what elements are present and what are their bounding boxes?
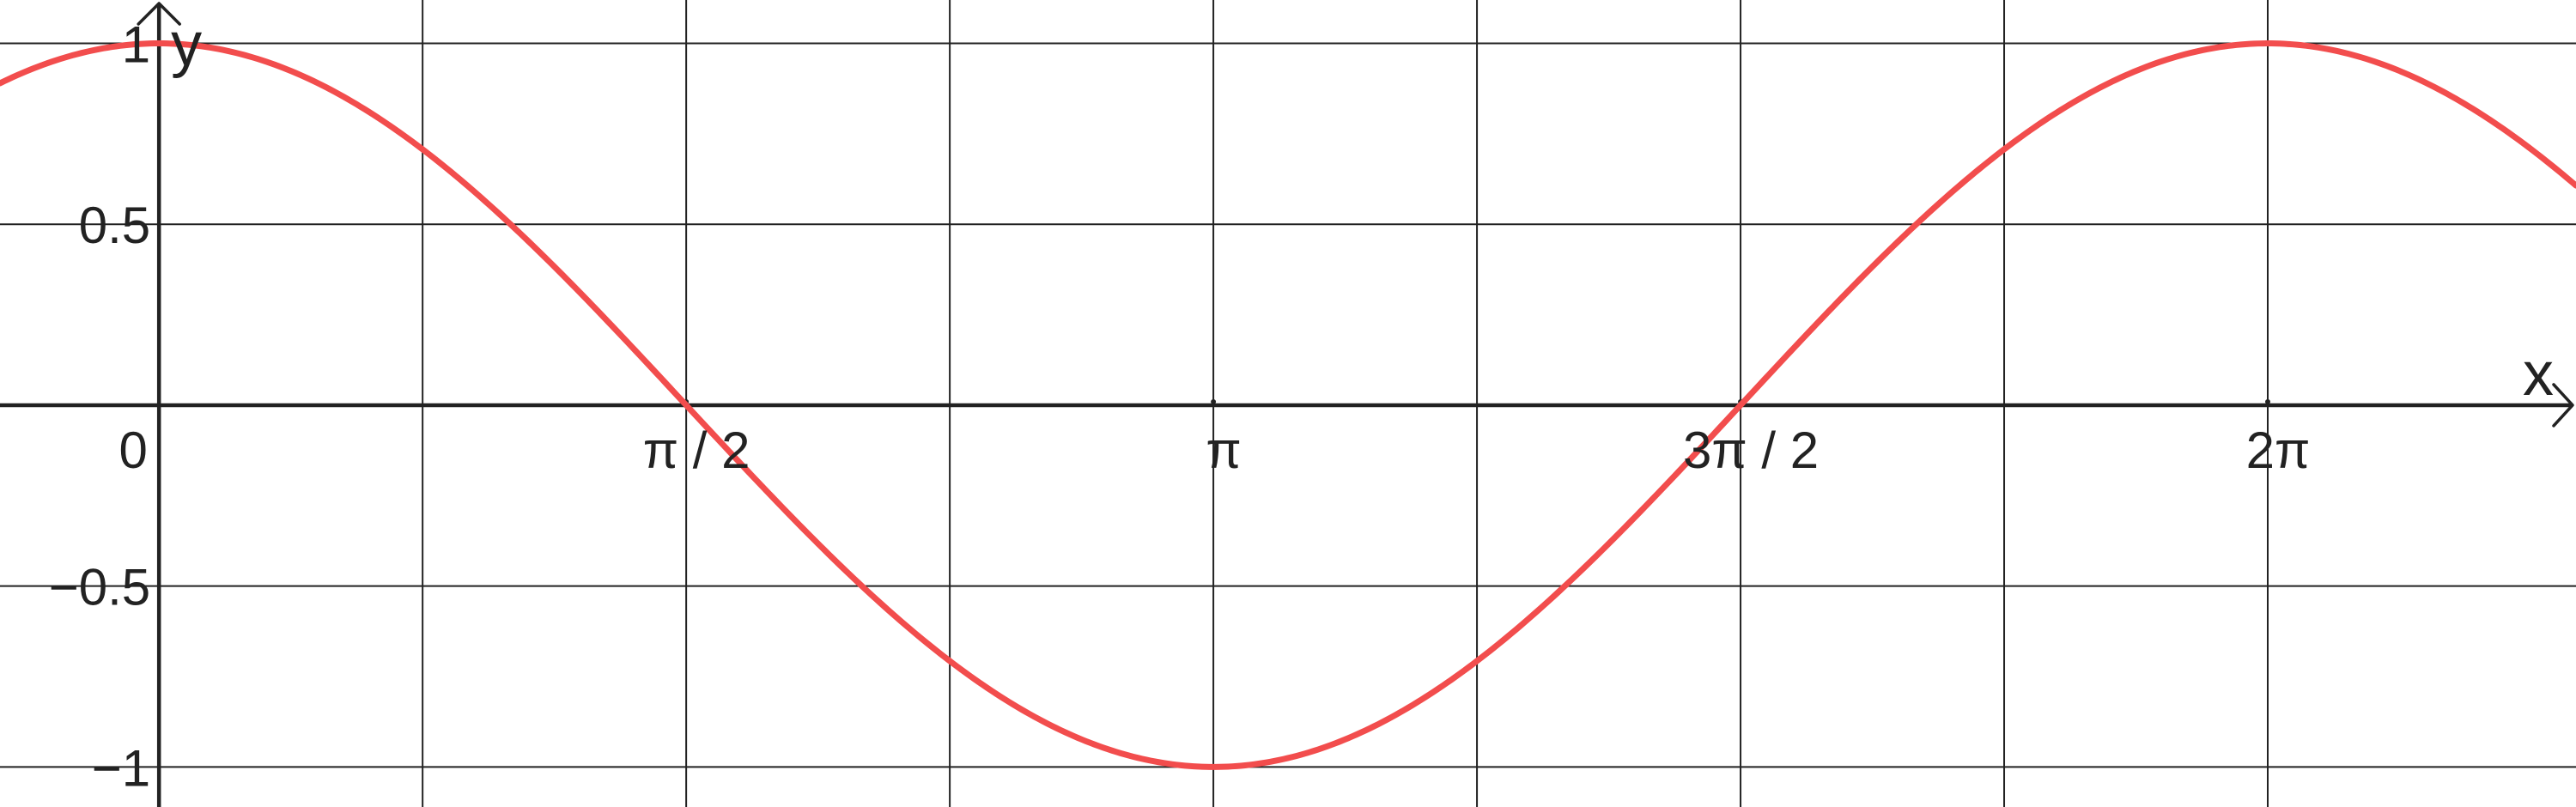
cosine-curve: [0, 40, 2576, 770]
x-tick-mark: [1211, 398, 1217, 404]
x-tick-label: π / 2: [643, 422, 750, 479]
x-axis-label: x: [2523, 340, 2554, 409]
tick-labels: π / 2 π 3π / 2 2π 1 0.5 −0.5 −1 0 x y: [49, 10, 2554, 797]
x-tick-label: π: [1206, 422, 1241, 479]
x-axis-arrow: [2552, 383, 2574, 428]
y-tick-label: −0.5: [49, 559, 150, 616]
x-tick-label: 3π / 2: [1683, 422, 1819, 479]
y-axis-arrow: [137, 2, 181, 26]
y-tick-label: 0.5: [79, 197, 150, 254]
origin-label: 0: [118, 422, 147, 479]
y-tick-label: −1: [92, 739, 150, 797]
y-tick-label: 1: [122, 16, 150, 74]
x-tick-label: 2π: [2246, 422, 2311, 479]
y-axis-label: y: [171, 10, 202, 79]
series: [0, 40, 2576, 770]
x-tick-mark: [2265, 398, 2271, 404]
